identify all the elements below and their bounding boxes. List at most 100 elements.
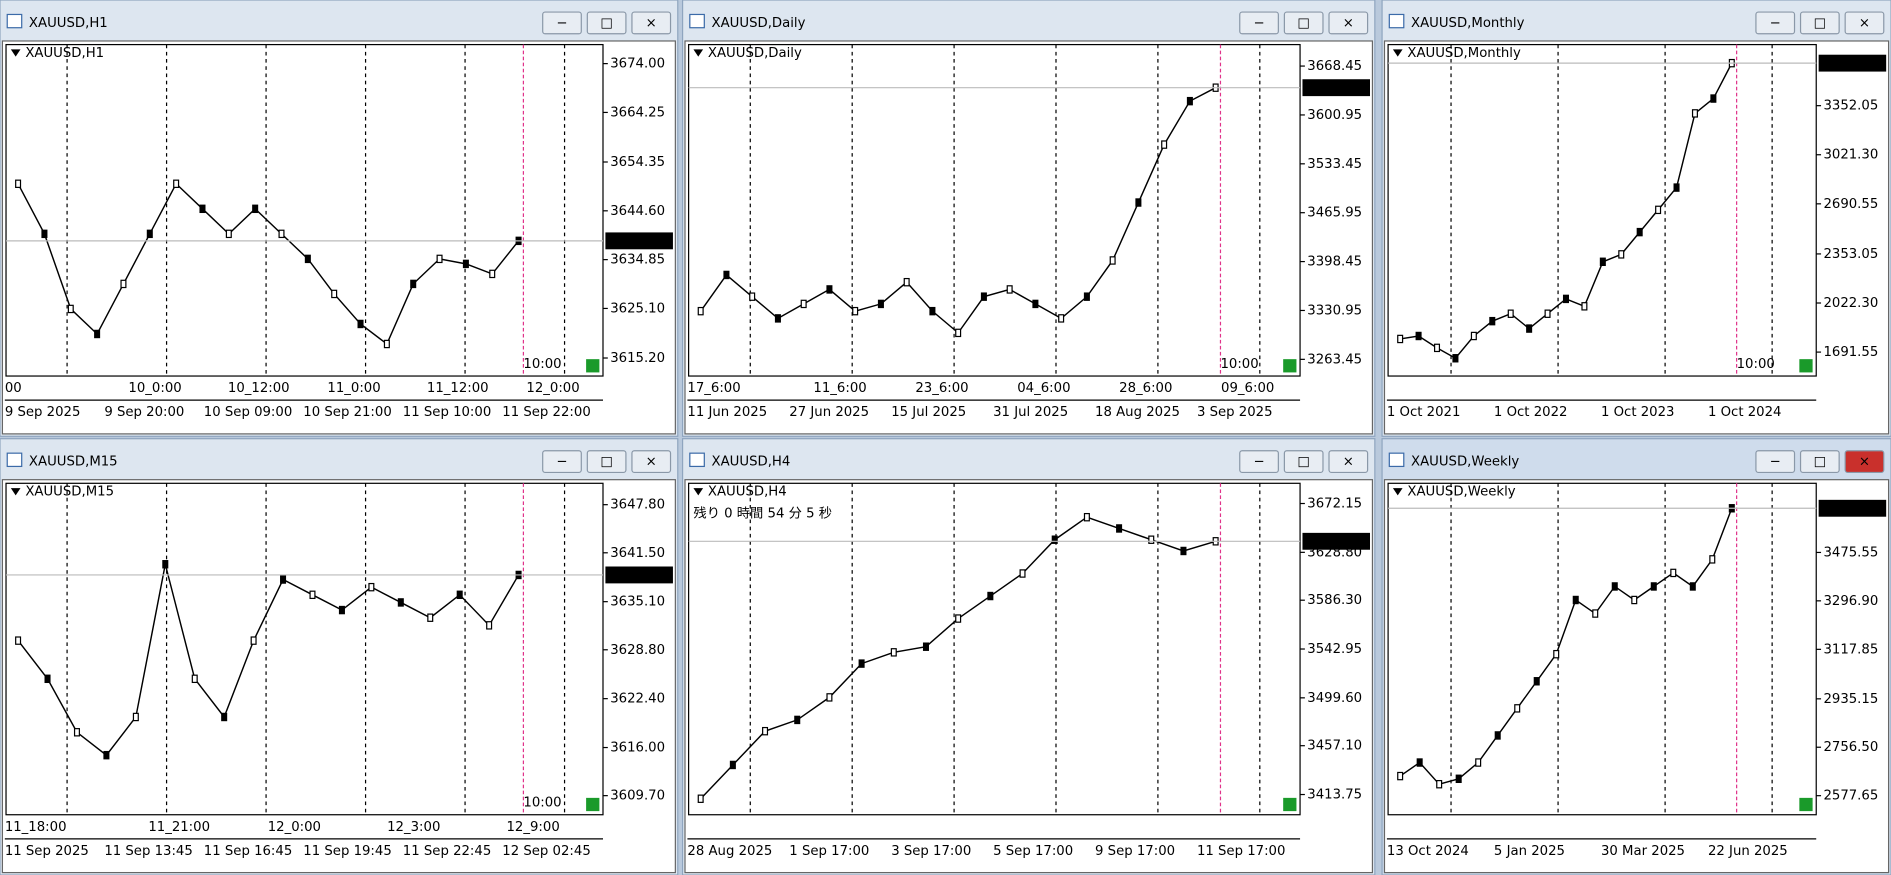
candle bbox=[278, 229, 285, 239]
x-date-label: 5 Sep 17:00 bbox=[993, 844, 1073, 859]
price-box-label: 3638.60 bbox=[609, 234, 664, 249]
candle bbox=[955, 328, 962, 338]
x-date-label: 1 Oct 2022 bbox=[1494, 405, 1568, 420]
y-tick-label: 1691.55 bbox=[1823, 345, 1878, 360]
candle bbox=[1397, 771, 1404, 781]
maximize-button[interactable] bbox=[586, 450, 627, 474]
x-inner-label: 12_0:00 bbox=[526, 381, 579, 396]
chart-window: XAUUSD,Monthly − □ × 3352.05 3021.30 2690.55 23… bbox=[1381, 0, 1891, 437]
x-date-label: 11 Sep 16:45 bbox=[204, 844, 292, 859]
minimize-glyph: − bbox=[556, 455, 567, 470]
y-tick-label: 3475.55 bbox=[1823, 545, 1878, 560]
minimize-button[interactable] bbox=[542, 450, 582, 474]
maximize-button[interactable] bbox=[586, 11, 627, 35]
y-tick-label: 3654.35 bbox=[610, 155, 665, 170]
minimize-glyph: − bbox=[1770, 16, 1781, 31]
x-inner-label: 11_18:00 bbox=[5, 820, 67, 835]
window-icon bbox=[1388, 452, 1405, 468]
maximize-button[interactable] bbox=[1799, 11, 1840, 35]
candle bbox=[1631, 595, 1638, 605]
x-date-label: 1 Sep 17:00 bbox=[789, 844, 869, 859]
close-button[interactable] bbox=[1328, 450, 1369, 474]
close-button[interactable] bbox=[1844, 450, 1885, 474]
candle bbox=[15, 636, 22, 645]
close-button[interactable] bbox=[631, 11, 672, 35]
window-title: XAUUSD,M15 bbox=[29, 455, 118, 470]
candle bbox=[1533, 677, 1540, 686]
close-glyph: × bbox=[1859, 455, 1870, 470]
minimize-button[interactable] bbox=[1239, 450, 1279, 474]
minimize-button[interactable] bbox=[1239, 11, 1279, 35]
time-label: 10:00 bbox=[1220, 357, 1258, 372]
candle bbox=[1618, 250, 1625, 259]
candle bbox=[1475, 758, 1482, 767]
x-date-label: 30 Mar 2025 bbox=[1601, 844, 1685, 859]
close-button[interactable] bbox=[631, 450, 672, 474]
candle bbox=[1670, 568, 1677, 578]
candle bbox=[67, 304, 74, 314]
x-date-label: 10 Sep 21:00 bbox=[303, 405, 391, 420]
maximize-button[interactable] bbox=[1283, 11, 1324, 35]
x-inner-label: 09_6:00 bbox=[1221, 381, 1274, 396]
y-tick-label: 3609.70 bbox=[610, 789, 665, 804]
status-indicator bbox=[1283, 797, 1297, 812]
chart-symbol-label: XAUUSD,Weekly bbox=[1407, 485, 1515, 500]
candle bbox=[729, 760, 736, 770]
x-inner-label: 12_0:00 bbox=[268, 820, 321, 835]
y-tick-label: 3615.20 bbox=[610, 351, 665, 366]
candle bbox=[199, 204, 206, 214]
candle bbox=[955, 614, 962, 623]
chart-window: XAUUSD,Daily − □ × 3668.45 3600.95 3533.45 3465… bbox=[681, 0, 1376, 437]
candle bbox=[1581, 302, 1588, 311]
candle bbox=[397, 598, 404, 607]
maximize-glyph: □ bbox=[1814, 16, 1827, 31]
x-inner-label: 11_6:00 bbox=[813, 381, 866, 396]
label-arrow bbox=[10, 488, 21, 496]
window-title: XAUUSD,Monthly bbox=[1411, 16, 1525, 31]
x-inner-label: 10_0:00 bbox=[128, 381, 181, 396]
candle bbox=[1526, 324, 1533, 333]
chart-window: XAUUSD,H1 − □ × 3674.00 3664.25 3654.35 3644.60… bbox=[0, 0, 679, 437]
candle bbox=[191, 674, 198, 684]
y-tick-label: 3600.95 bbox=[1307, 108, 1362, 123]
candle bbox=[1051, 535, 1058, 544]
y-tick-label: 3117.85 bbox=[1823, 642, 1878, 657]
x-date-label: 27 Jun 2025 bbox=[789, 405, 869, 420]
x-inner-label: 00 bbox=[5, 381, 22, 396]
minimize-button[interactable] bbox=[1755, 11, 1796, 35]
candle bbox=[1058, 314, 1065, 323]
maximize-button[interactable] bbox=[1799, 450, 1840, 474]
x-date-label: 11 Jun 2025 bbox=[687, 405, 767, 420]
close-button[interactable] bbox=[1844, 11, 1885, 35]
minimize-button[interactable] bbox=[1755, 450, 1796, 474]
candle bbox=[252, 204, 259, 214]
candle bbox=[1470, 331, 1477, 341]
maximize-button[interactable] bbox=[1283, 450, 1324, 474]
candle bbox=[1083, 292, 1090, 301]
x-inner-label: 23_6:00 bbox=[915, 381, 968, 396]
close-button[interactable] bbox=[1328, 11, 1369, 35]
candle bbox=[436, 254, 443, 264]
x-date-label: 3 Sep 2025 bbox=[1197, 405, 1273, 420]
y-tick-label: 3352.05 bbox=[1823, 99, 1878, 114]
minimize-button[interactable] bbox=[542, 11, 582, 35]
price-box-label: 3638.60 bbox=[1822, 56, 1877, 71]
candle bbox=[1689, 582, 1696, 591]
y-tick-label: 3296.90 bbox=[1823, 594, 1878, 609]
x-date-label: 13 Oct 2024 bbox=[1387, 844, 1469, 859]
candle bbox=[1709, 555, 1716, 564]
plot-area bbox=[5, 482, 604, 816]
y-tick-label: 3263.45 bbox=[1307, 352, 1362, 367]
close-glyph: × bbox=[1343, 16, 1354, 31]
y-tick-label: 3465.95 bbox=[1307, 206, 1362, 221]
time-label: 10:00 bbox=[523, 796, 561, 811]
chart-window: XAUUSD,M15 − □ × 3647.80 3641.50 3635.10 3628.8… bbox=[0, 438, 679, 875]
y-tick-label: 3635.10 bbox=[610, 595, 665, 610]
candle bbox=[304, 254, 311, 264]
y-tick-label: 3644.60 bbox=[610, 204, 665, 219]
y-tick-label: 3499.60 bbox=[1307, 691, 1362, 706]
candle bbox=[15, 179, 22, 188]
x-date-label: 9 Sep 17:00 bbox=[1095, 844, 1175, 859]
candle bbox=[1019, 569, 1026, 578]
candle bbox=[1083, 512, 1090, 522]
